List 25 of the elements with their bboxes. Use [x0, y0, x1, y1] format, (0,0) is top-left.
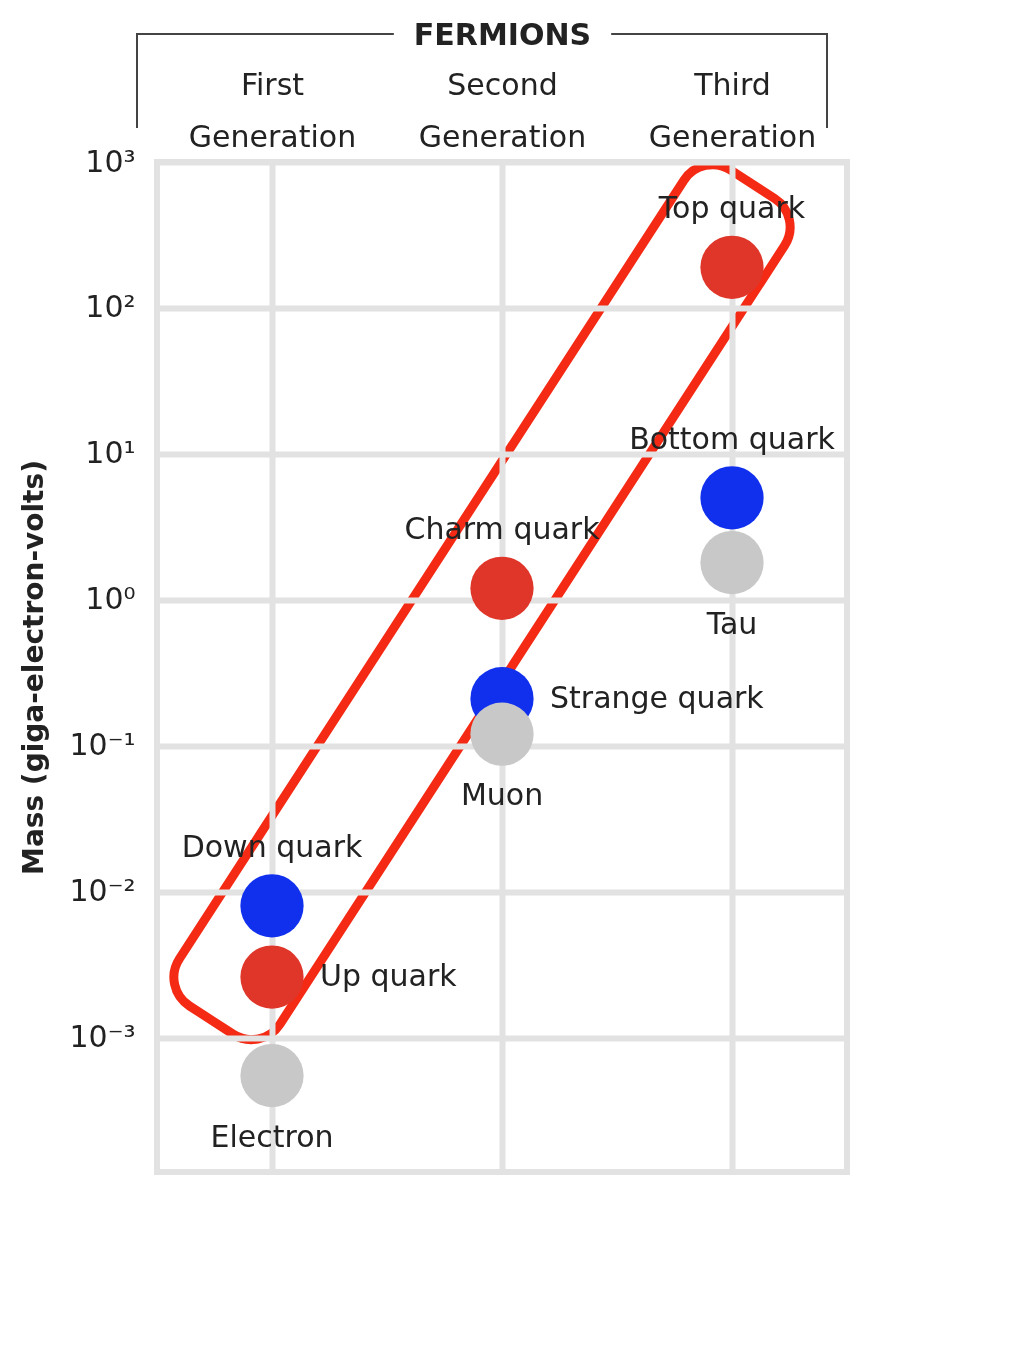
point [700, 235, 764, 299]
annotation: Up quark [320, 958, 458, 994]
y-tick-label: 10⁻¹ [69, 727, 136, 763]
annotation: Electron [210, 1118, 334, 1154]
point [240, 1043, 304, 1108]
point [700, 466, 764, 530]
point [470, 702, 534, 766]
y-tick-label: 10⁻³ [69, 1019, 136, 1055]
point [700, 531, 764, 595]
point [240, 874, 304, 938]
annotation: Strange quark [550, 679, 765, 715]
y-tick-label: 10³ [85, 143, 136, 179]
x-axis-title: FERMIONS [413, 16, 592, 52]
y-tick-label: 10¹ [85, 435, 136, 471]
x-tick-label: Third Generation [648, 66, 817, 154]
y-tick-label: 10⁻² [69, 873, 136, 909]
x-tick-label: Second Generation [418, 66, 587, 154]
x-tick-label: First Generation [188, 66, 357, 154]
y-axis-title: Mass (giga-electron-volts) [17, 460, 51, 875]
annotation: Muon [460, 777, 544, 813]
y-tick-label: 10² [85, 289, 136, 325]
annotation: Tau [705, 605, 758, 641]
point [240, 945, 304, 1009]
y-tick-label: 10⁰ [85, 581, 136, 617]
point [470, 556, 534, 620]
